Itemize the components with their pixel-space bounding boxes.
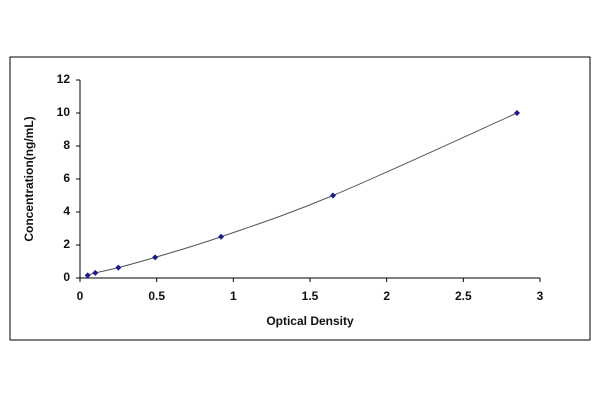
- x-tick-label: 1: [230, 289, 237, 303]
- y-tick-label: 0: [63, 270, 70, 284]
- y-tick-label: 6: [63, 171, 70, 185]
- data-point: [115, 264, 122, 271]
- y-axis-label: Concentration(ng/mL): [22, 116, 36, 241]
- x-tick-label: 0.5: [148, 289, 165, 303]
- data-point: [152, 254, 159, 261]
- y-tick-label: 4: [63, 204, 70, 218]
- x-tick-label: 3: [537, 289, 544, 303]
- y-tick-label: 2: [63, 237, 70, 251]
- x-tick-label: 2: [383, 289, 390, 303]
- x-tick-label: 0: [77, 289, 84, 303]
- data-point: [330, 192, 336, 199]
- data-point: [84, 272, 91, 279]
- y-tick-label: 10: [57, 105, 71, 119]
- data-point: [514, 110, 520, 116]
- x-axis-label: Optical Density: [266, 314, 354, 328]
- chart-frame: [9, 56, 591, 341]
- data-point: [218, 233, 225, 240]
- y-tick-label: 12: [57, 72, 71, 86]
- data-point: [92, 269, 99, 276]
- y-tick-label: 8: [63, 138, 70, 152]
- x-tick-label: 2.5: [455, 289, 472, 303]
- x-tick-label: 1.5: [302, 289, 319, 303]
